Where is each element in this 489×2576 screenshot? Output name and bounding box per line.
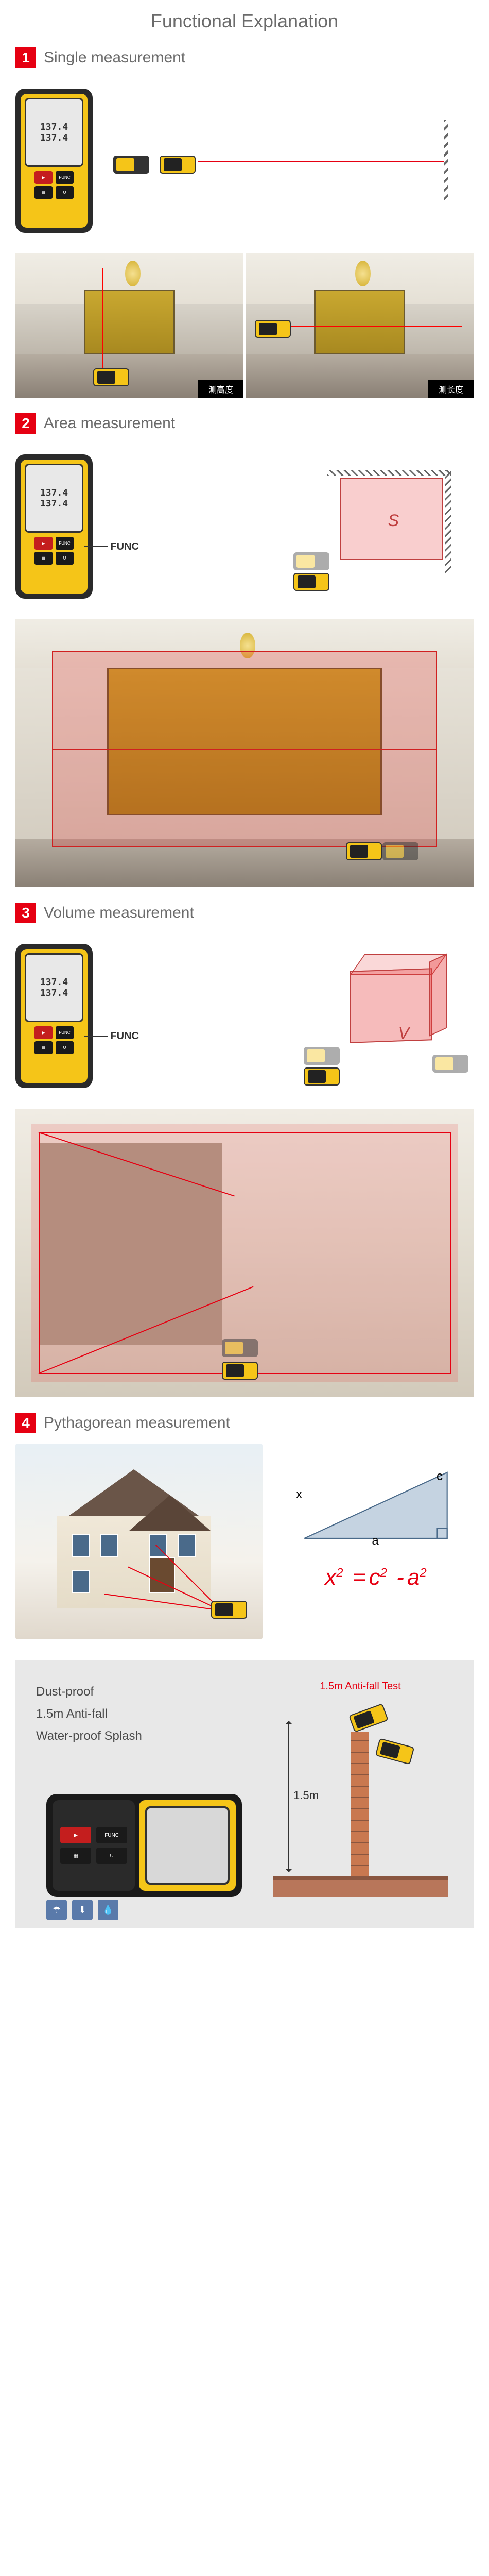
s4-content: x c a x2 =c2 -a2	[15, 1444, 474, 1639]
pythagorean-formula: x2 =c2 -a2	[293, 1565, 458, 1590]
area-letter: S	[388, 511, 399, 530]
section-1-title: Single measurement	[44, 49, 185, 66]
cube-front-face	[350, 968, 432, 1043]
section-2-title: Area measurement	[44, 415, 175, 432]
falling-device-icon	[348, 1703, 389, 1733]
drop-icon: ⬇	[72, 1900, 93, 1920]
section-4-header: 4 Pythagorean measurement	[15, 1413, 474, 1433]
badge-2: 2	[15, 413, 36, 434]
mini-device-icon	[255, 320, 291, 338]
device-screen	[145, 1806, 230, 1885]
func-button: FUNC	[96, 1827, 127, 1843]
power-button: ▶	[34, 537, 53, 550]
clear-button: ▦	[34, 552, 53, 565]
func-button: FUNC	[56, 1026, 74, 1039]
floor	[273, 1876, 448, 1897]
device-screen: 137.4 137.4	[25, 464, 83, 533]
tri-label-a: a	[372, 1534, 378, 1548]
room-photo-height: 测高度	[15, 253, 243, 398]
mini-device-icon	[293, 573, 329, 591]
s1-photos: 测高度 测长度	[15, 253, 474, 398]
mini-device-ghost-icon	[222, 1339, 258, 1357]
house-illustration	[15, 1444, 263, 1639]
main-title: Functional Explanation	[15, 10, 474, 32]
mini-device-ghost-icon	[293, 552, 329, 570]
clear-button: ▦	[34, 1041, 53, 1054]
laser-vertical	[102, 268, 103, 383]
wall-target	[444, 120, 448, 202]
height-arrow	[288, 1722, 289, 1871]
device-screen: 137.4 137.4	[25, 953, 83, 1022]
page-container: Functional Explanation 1 Single measurem…	[0, 0, 489, 1938]
section-1-header: 1 Single measurement	[15, 47, 474, 68]
s1-diagram: 137.4 137.4 ▶ FUNC ▦ U	[15, 78, 474, 243]
tri-label-c: c	[436, 1469, 443, 1484]
mini-device-icon	[222, 1362, 258, 1380]
badge-3: 3	[15, 903, 36, 923]
unit-button: U	[56, 1041, 74, 1054]
power-button: ▶	[60, 1827, 91, 1843]
tri-label-x: x	[296, 1487, 302, 1502]
device-side-view: ▶ FUNC ▦ U	[46, 1794, 242, 1897]
unit-button: U	[96, 1848, 127, 1864]
badge-4: 4	[15, 1413, 36, 1433]
mini-device-icon	[304, 1067, 340, 1086]
laser-line-diagram	[108, 109, 474, 212]
mini-device-icon	[113, 156, 149, 174]
cube-side-face	[429, 954, 447, 1037]
device-screen: 137.4 137.4	[25, 98, 83, 167]
volume-cube-diagram: V	[108, 944, 474, 1088]
clear-button: ▦	[34, 186, 53, 199]
device-illustration: 137.4 137.4 ▶ FUNC ▦ U FUNC	[15, 454, 93, 599]
water-icon: 💧	[98, 1900, 118, 1920]
laser-edge	[39, 1132, 40, 1374]
area-overlay	[52, 651, 437, 847]
section-4-title: Pythagorean measurement	[44, 1414, 230, 1432]
photo-label-length: 测长度	[428, 380, 474, 398]
section-2-header: 2 Area measurement	[15, 413, 474, 434]
s3-room-photo	[15, 1109, 474, 1397]
mini-device-icon	[346, 842, 382, 860]
power-button: ▶	[34, 171, 53, 184]
laser-edge	[39, 1132, 451, 1133]
device-illustration: 137.4 137.4 ▶ FUNC ▦ U	[15, 89, 93, 233]
s2-diagram: 137.4 137.4 ▶ FUNC ▦ U FUNC S	[15, 444, 474, 609]
area-shape-diagram: S	[108, 462, 474, 591]
mini-device-ghost-icon	[304, 1047, 340, 1065]
brick-wall	[351, 1732, 369, 1876]
drop-test-diagram: 1.5m Anti-fall Test 1.5m	[273, 1681, 448, 1897]
room-photo-length: 测长度	[246, 253, 474, 398]
volume-letter: V	[398, 1024, 409, 1043]
falling-device-icon	[375, 1738, 415, 1765]
s3-diagram: 137.4 137.4 ▶ FUNC ▦ U FUNC V	[15, 934, 474, 1098]
triangle-diagram: x c a x2 =c2 -a2	[278, 1444, 474, 1639]
photo-label-height: 测高度	[198, 380, 243, 398]
unit-button: U	[56, 186, 74, 199]
func-button: FUNC	[56, 537, 74, 550]
clear-button: ▦	[60, 1848, 91, 1864]
umbrella-icon: ☂	[46, 1900, 67, 1920]
section-3-title: Volume measurement	[44, 904, 194, 922]
feature-icons: ☂ ⬇ 💧	[46, 1900, 118, 1920]
badge-1: 1	[15, 47, 36, 68]
mini-device-ghost-icon	[432, 1055, 468, 1073]
mini-device-icon	[211, 1601, 247, 1619]
drop-test-title: 1.5m Anti-fall Test	[273, 1681, 448, 1692]
device-illustration: 137.4 137.4 ▶ FUNC ▦ U FUNC	[15, 944, 93, 1088]
power-button: ▶	[34, 1026, 53, 1039]
mini-device-alt-icon	[160, 156, 196, 174]
func-button: FUNC	[56, 171, 74, 184]
unit-button: U	[56, 552, 74, 565]
features-section: Dust-proof 1.5m Anti-fall Water-proof Sp…	[15, 1660, 474, 1928]
section-3-header: 3 Volume measurement	[15, 903, 474, 923]
laser-edge	[450, 1132, 451, 1374]
mini-device-icon	[93, 368, 129, 386]
laser-beam	[198, 161, 444, 162]
mini-device-ghost-icon	[382, 842, 418, 860]
drop-height-label: 1.5m	[293, 1789, 319, 1802]
s2-room-photo	[15, 619, 474, 887]
